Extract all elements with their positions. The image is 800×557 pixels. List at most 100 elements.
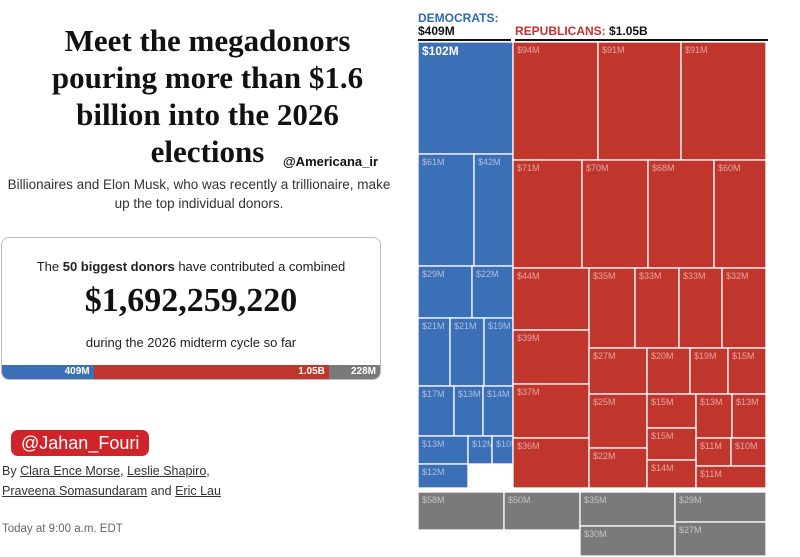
treemap-value-label: $14M (651, 463, 674, 473)
treemap-value-label: $19M (694, 351, 717, 361)
treemap-value-label: $71M (517, 163, 540, 173)
treemap-cell-dem (449, 317, 485, 387)
treemap-cell-other (674, 521, 767, 557)
treemap-value-label: $12M (422, 467, 445, 477)
treemap-value-label: $13M (736, 397, 759, 407)
treemap-cell-dem (482, 385, 514, 437)
treemap-cell-dem (417, 435, 469, 465)
treemap-cell-rep (588, 447, 648, 489)
treemap-value-label: $29M (422, 269, 445, 279)
treemap-value-label: $12M (472, 439, 495, 449)
byline: By Clara Ence Morse, Leslie Shapiro, Pra… (2, 464, 221, 498)
treemap-value-label: $20M (651, 351, 674, 361)
treemap-value-label: $91M (685, 45, 708, 55)
treemap-cell-rep (695, 393, 733, 439)
treemap-value-label: $22M (476, 269, 499, 279)
treemap-cell-rep (680, 41, 767, 161)
treemap-cell-dem (417, 317, 451, 387)
byline-prefix: By (2, 464, 17, 478)
treemap-value-label: $61M (422, 157, 445, 167)
treemap-value-label: $15M (732, 351, 755, 361)
treemap-cell-dem (417, 41, 514, 155)
treemap-value-label: $13M (700, 397, 723, 407)
dek: Billionaires and Elon Musk, who was rece… (7, 177, 391, 211)
treemap-value-label: $21M (422, 321, 445, 331)
treemap-value-label: $21M (454, 321, 477, 331)
treemap-cell-rep (695, 465, 767, 489)
dem-group-total: $409M (418, 24, 455, 38)
treemap-value-label: $30M (584, 529, 607, 539)
party-split-bar: 409M 1.05B 228M (2, 365, 380, 379)
treemap-cell-rep (731, 393, 767, 439)
card-intro-post: have contributed a combined (178, 259, 346, 274)
treemap-cell-other (503, 491, 581, 531)
watermark-handle: @Americana_ir (283, 154, 379, 169)
card-total: $1,692,259,220 (84, 282, 298, 319)
treemap-header: DEMOCRATS: $409M REPUBLICANS: $1.05B (418, 10, 768, 42)
treemap-cell-rep (512, 267, 590, 331)
treemap-value-label: $27M (593, 351, 616, 361)
treemap-cell-dem (491, 435, 514, 465)
treemap-cell-other (417, 491, 505, 531)
treemap-cell-dem (483, 317, 514, 387)
treemap-value-label: $37M (517, 387, 540, 397)
treemap-cell-dem (417, 153, 475, 267)
treemap-cell-rep (588, 267, 636, 349)
treemap-cell-other (579, 491, 676, 527)
rep-group-name: REPUBLICANS: (515, 24, 606, 38)
treemap-cell-dem (467, 435, 493, 465)
card-intro-bold: 50 biggest donors (62, 259, 175, 274)
treemap-cell-rep (646, 347, 691, 395)
treemap-cell-rep (588, 393, 648, 449)
rep-group-total: $1.05B (609, 24, 648, 38)
treemap-cell-rep (721, 267, 767, 349)
author-link[interactable]: Clara Ence Morse (20, 464, 121, 478)
treemap-cell-rep (678, 267, 723, 349)
treemap-value-label: $94M (517, 45, 540, 55)
treemap-cell-rep (647, 159, 715, 269)
dem-group-label: DEMOCRATS: (418, 11, 499, 25)
treemap-cell-rep (634, 267, 680, 349)
author-link[interactable]: Leslie Shapiro (127, 464, 207, 478)
treemap-value-label: $15M (651, 397, 674, 407)
split-seg-rep: 1.05B (93, 365, 329, 379)
treemap-cell-dem (417, 265, 473, 319)
treemap-value-label: $58M (422, 495, 445, 505)
treemap-cell-rep (730, 437, 767, 467)
treemap-value-label: $11M (700, 441, 722, 451)
treemap-cell-dem (453, 385, 484, 437)
treemap-cell-other (579, 525, 676, 557)
treemap-value-label: $44M (517, 271, 540, 281)
treemap-cell-rep (713, 159, 767, 269)
treemap-value-label: $10M (735, 441, 758, 451)
treemap-value-label: $13M (458, 389, 481, 399)
author-link[interactable]: Eric Lau (175, 484, 221, 498)
treemap-value-label: $15M (651, 431, 674, 441)
treemap-cell-rep (512, 41, 599, 161)
treemap-value-label: $33M (639, 271, 662, 281)
treemap-value-label: $29M (679, 495, 702, 505)
treemap-value-label: $19M (488, 321, 511, 331)
treemap-cell-rep (588, 347, 648, 395)
treemap-value-label: $27M (679, 525, 702, 535)
treemap-value-label: $91M (602, 45, 625, 55)
treemap-cell-rep (512, 437, 590, 489)
card-outro: during the 2026 midterm cycle so far (85, 335, 297, 350)
dem-header-rule (418, 39, 511, 41)
treemap-cell-dem (417, 463, 469, 489)
treemap-value-label: $50M (508, 495, 531, 505)
treemap-cell-rep (695, 437, 732, 467)
byline-and: and (150, 484, 172, 498)
treemap-value-label: $102M (422, 44, 459, 58)
card-intro: The 50 biggest donors have contributed a… (2, 259, 380, 274)
watermark-badge: @Jahan_Fouri (11, 430, 150, 456)
card-intro-pre: The (36, 259, 60, 274)
treemap-value-label: $36M (517, 441, 540, 451)
treemap-value-label: $11M (700, 469, 722, 479)
author-link[interactable]: Praveena Somasundaram (2, 484, 148, 498)
treemap-value-label: $35M (584, 495, 607, 505)
treemap-value-label: $32M (726, 271, 749, 281)
headline: Meet the megadonors pouring more than $1… (51, 23, 364, 169)
rep-header-rule (515, 39, 768, 41)
treemap-cell-rep (646, 459, 697, 489)
